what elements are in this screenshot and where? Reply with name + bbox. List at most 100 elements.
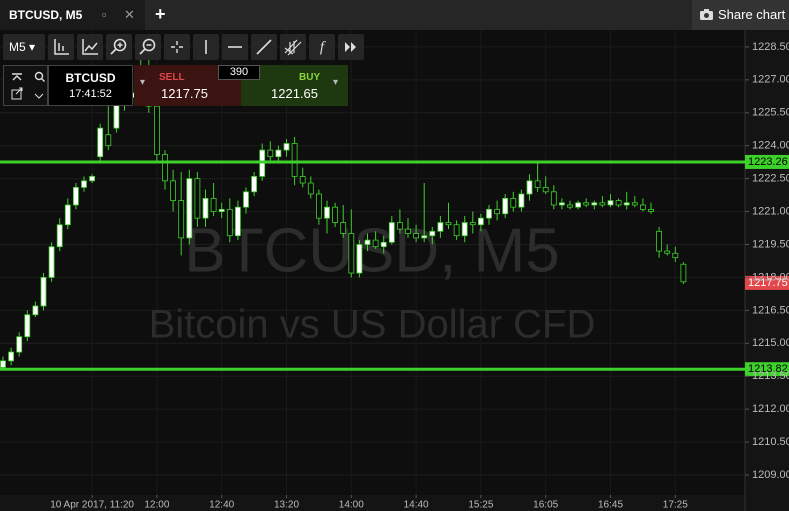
icon	[205, 40, 207, 54]
x-tick-label: 13:20	[274, 500, 299, 511]
last-price-label: 1217.75	[748, 277, 788, 289]
candle-body	[283, 143, 290, 151]
share-button[interactable]: Share chart	[692, 0, 789, 30]
icon: f	[320, 39, 326, 55]
icon	[256, 39, 272, 55]
x-tick-label: 16:45	[598, 500, 623, 511]
tool-crosshair[interactable]	[164, 34, 190, 60]
icon	[82, 39, 98, 55]
icon	[171, 41, 183, 53]
candle-body	[64, 204, 71, 226]
candle-body	[364, 239, 371, 245]
icon	[110, 38, 127, 55]
candle-body	[542, 187, 549, 193]
candle-body	[267, 149, 274, 158]
y-tick-label: 1210.50	[752, 436, 789, 448]
candle-body	[615, 200, 622, 206]
candle-body	[291, 143, 298, 177]
candle-body	[32, 305, 39, 316]
x-tick-label: 12:00	[144, 500, 169, 511]
candle-body	[494, 208, 501, 215]
tab-close-icon[interactable]: ✕	[124, 7, 135, 22]
candle-body	[218, 208, 225, 212]
x-axis-background	[0, 495, 745, 511]
tool-channel[interactable]	[280, 34, 306, 60]
candle-body	[16, 336, 23, 353]
candle-body	[315, 193, 322, 219]
candle-body	[445, 222, 452, 226]
candle-body	[0, 360, 6, 368]
timeframe-button[interactable]: M5 ▾	[3, 34, 45, 60]
candle-body	[40, 277, 47, 307]
tool-zoom-in[interactable]	[106, 34, 132, 60]
svg-text:f: f	[320, 39, 326, 55]
candle-body	[623, 202, 630, 206]
candle-body	[591, 202, 598, 206]
candle-body	[396, 222, 403, 230]
y-tick-label: 1228.50	[752, 41, 789, 53]
trade-panel-controls	[3, 65, 48, 106]
y-tick-label: 1225.50	[752, 107, 789, 119]
candle-body	[510, 197, 517, 208]
x-tick-label: 14:40	[404, 500, 429, 511]
y-tick-label: 1212.00	[752, 403, 789, 415]
candle-body	[575, 202, 581, 208]
trade-panel: BTCUSD 17:41:52 ▾ SELL 1217.75 BUY 1221.…	[3, 65, 348, 106]
sell-price: 1217.75	[161, 86, 208, 101]
candle-body	[429, 230, 436, 237]
tool-chart[interactable]	[77, 34, 103, 60]
tool-indicator[interactable]	[48, 34, 74, 60]
candle-body	[234, 206, 241, 237]
candle-body	[307, 182, 314, 195]
level-tag	[745, 362, 789, 377]
candle-body	[518, 193, 525, 208]
tab-bar: BTCUSD, M5 ▫ ✕ + Share chart	[0, 0, 789, 30]
candle-body	[672, 252, 679, 259]
tool-trend-line[interactable]	[251, 34, 277, 60]
watermark: BTCUSD, M5	[184, 216, 559, 285]
tool-zoom-out[interactable]	[135, 34, 161, 60]
candle-body	[550, 191, 557, 206]
candle-body	[534, 180, 541, 188]
candle-body	[631, 202, 638, 206]
candle-body	[405, 228, 411, 234]
candle-body	[226, 208, 233, 237]
candle-body	[340, 222, 347, 234]
candle-body	[348, 233, 355, 274]
candle-body	[243, 191, 249, 208]
buy-label: BUY	[299, 72, 321, 83]
level-tag	[745, 154, 789, 169]
candle-body	[648, 208, 654, 212]
candle-body	[640, 204, 646, 210]
tool-fibonacci[interactable]: f	[309, 34, 335, 60]
y-tick-label: 1218.00	[752, 271, 789, 283]
tool-vertical-line[interactable]	[193, 34, 219, 60]
trade-symbol[interactable]: BTCUSD 17:41:52	[48, 65, 133, 106]
buy-button[interactable]: BUY 1221.65 ▾	[241, 65, 348, 106]
y-tick-label: 1215.00	[752, 337, 789, 349]
candle-body	[186, 178, 193, 239]
candle-body	[477, 217, 484, 226]
candle-body	[486, 208, 492, 219]
candle-body	[48, 246, 55, 278]
candle-body	[607, 200, 614, 206]
tab-detach-icon[interactable]: ▫	[102, 7, 107, 22]
candle-body	[664, 250, 671, 254]
camera-icon	[700, 9, 713, 20]
timeframe-label: M5	[9, 40, 26, 54]
icon	[345, 42, 356, 52]
candle-body	[559, 202, 565, 206]
tool-more[interactable]	[338, 34, 364, 60]
x-tick-label: 12:40	[209, 500, 234, 511]
y-tick-label: 1219.50	[752, 238, 789, 250]
add-tab-button[interactable]: +	[155, 4, 166, 24]
tab[interactable]: BTCUSD, M5 ▫ ✕	[0, 0, 145, 30]
candle-body	[332, 206, 339, 223]
sell-button[interactable]: ▾ SELL 1217.75	[134, 65, 241, 106]
tool-horizontal-line[interactable]	[222, 34, 248, 60]
toolbar: M5 ▾ f	[3, 34, 364, 60]
candle-body	[89, 176, 95, 182]
candle-body	[583, 202, 590, 206]
candle-body	[356, 244, 363, 274]
